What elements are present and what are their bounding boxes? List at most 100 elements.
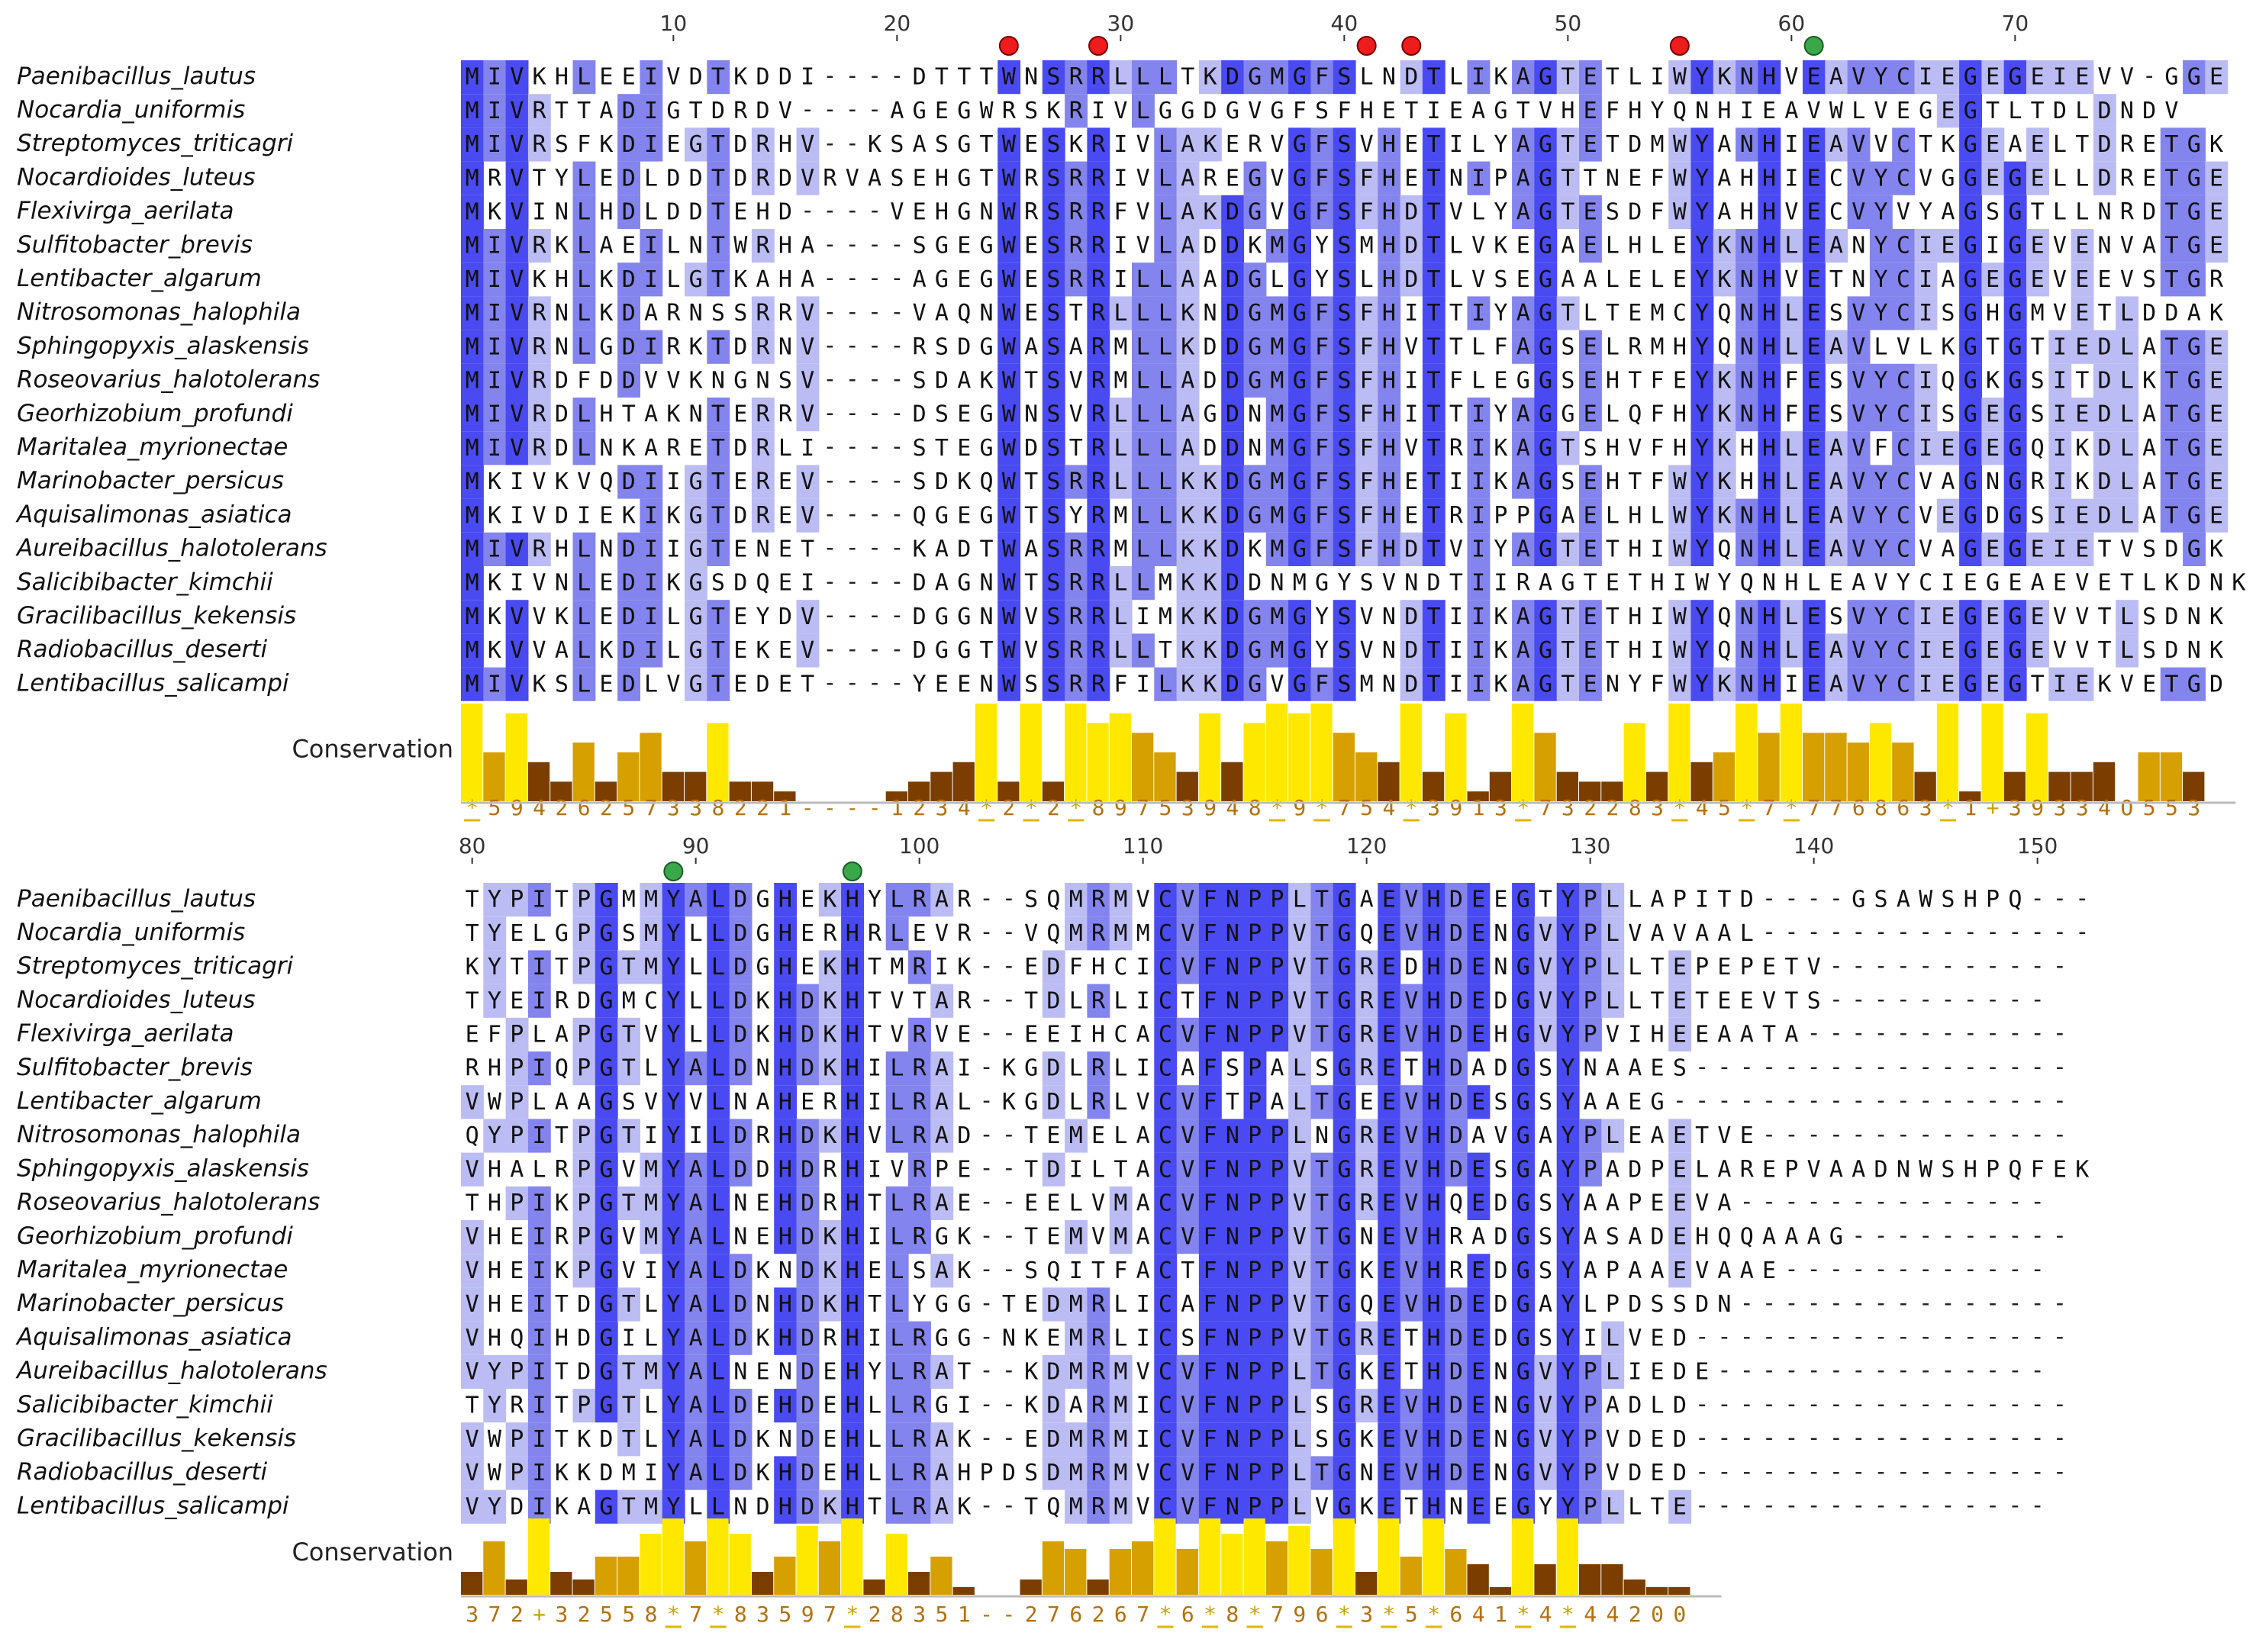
sequence-name[interactable]: Sulfitobacter_brevis (17, 1054, 253, 1081)
residue: V (1919, 469, 1932, 495)
sequence-name[interactable]: Streptomyces_triticagri (17, 130, 294, 157)
green-site-marker[interactable] (1803, 36, 1824, 56)
residue: S (1046, 233, 1060, 259)
residue: M (1113, 333, 1127, 360)
residue: E (1628, 1122, 1642, 1149)
residue: P (1248, 920, 1262, 947)
residue: A (1717, 131, 1731, 158)
green-site-marker[interactable] (842, 861, 862, 881)
residue: I (644, 98, 658, 124)
residue: S (1874, 887, 1888, 913)
red-site-marker[interactable] (998, 36, 1019, 56)
residue: I (644, 502, 658, 529)
residue: A (689, 1190, 703, 1217)
residue: Y (1561, 1055, 1574, 1082)
green-site-marker[interactable] (663, 861, 684, 881)
residue: G (1539, 165, 1552, 192)
sequence-name[interactable]: Lentibacillus_salicampi (17, 669, 289, 697)
sequence-name[interactable]: Paenibacillus_lautus (17, 63, 256, 90)
residue: M (1270, 536, 1284, 563)
conservation-bar (1936, 704, 1959, 801)
residue: D (1046, 1156, 1060, 1183)
sequence-name[interactable]: Marinobacter_persicus (17, 1290, 284, 1317)
gap: - (868, 63, 881, 89)
residue: A (1516, 131, 1530, 158)
residue: Y (666, 1426, 680, 1453)
sequence-name[interactable]: Gracilibacillus_kekensis (17, 602, 296, 630)
residue: D (1226, 502, 1239, 529)
residue: D (1695, 1291, 1709, 1318)
residue-shade (461, 229, 484, 263)
residue: N (980, 199, 994, 226)
gap: - (1002, 1020, 1016, 1047)
sequence-name[interactable]: Georhizobium_profundi (17, 400, 293, 427)
residue: A (1606, 1393, 1619, 1419)
sequence-name[interactable]: Radiobacillus_deserti (17, 636, 268, 663)
sequence-name[interactable]: Roseovarius_halotolerans (17, 1189, 320, 1216)
sequence-name[interactable]: Nocardia_uniformis (17, 96, 245, 124)
sequence-name[interactable]: Lentibacter_algarum (17, 265, 262, 292)
gap: - (1762, 1493, 1776, 1519)
residue: L (890, 1291, 904, 1318)
residue: A (644, 300, 658, 327)
residue: N (733, 1359, 747, 1386)
sequence-name[interactable]: Salicibibacter_kimchii (17, 568, 273, 596)
red-site-marker[interactable] (1669, 36, 1690, 56)
sequence-name[interactable]: Nitrosomonas_halophila (17, 1121, 301, 1148)
residue: T (1427, 300, 1441, 327)
residue: D (733, 920, 747, 947)
red-site-marker[interactable] (1088, 36, 1109, 56)
sequence-name[interactable]: Roseovarius_halotolerans (17, 366, 320, 394)
sequence-name[interactable]: Flexivirga_aerilata (17, 1020, 234, 1048)
residue: P (577, 920, 591, 947)
residue: V (1695, 1190, 1709, 1217)
sequence-name[interactable]: Lentibacillus_salicampi (17, 1492, 289, 1519)
sequence-name[interactable]: Maritalea_myrionectae (17, 433, 288, 461)
residue: D (801, 1022, 814, 1048)
conservation-score: 7 (1830, 795, 1843, 820)
sequence-name[interactable]: Radiobacillus_deserti (17, 1458, 268, 1486)
sequence-name[interactable]: Sulfitobacter_brevis (17, 231, 253, 259)
sequence-name[interactable]: Lentibacter_algarum (17, 1087, 262, 1115)
residue: F (1204, 920, 1217, 947)
sequence-name[interactable]: Nitrosomonas_halophila (17, 298, 301, 326)
residue: N (1897, 1156, 1910, 1183)
residue: D (622, 98, 636, 124)
sequence-name[interactable]: Nocardioides_luteus (17, 986, 256, 1013)
sequence-name[interactable]: Flexivirga_aerilata (17, 198, 234, 225)
sequence-name[interactable]: Aquisalimonas_asiatica (15, 1323, 292, 1351)
residue: H (1427, 1224, 1441, 1251)
sequence-name[interactable]: Paenibacillus_lautus (17, 885, 256, 913)
red-site-marker[interactable] (1356, 36, 1377, 56)
sequence-name[interactable]: Salicibibacter_kimchii (17, 1391, 273, 1419)
residue: C (1829, 165, 1843, 192)
sequence-name[interactable]: Aquisalimonas_asiatica (15, 501, 292, 528)
residue: T (1024, 1493, 1038, 1520)
sequence-name[interactable]: Nocardioides_luteus (17, 163, 256, 191)
residue: G (1852, 887, 1865, 913)
sequence-name[interactable]: Georhizobium_profundi (17, 1222, 293, 1250)
residue: I (1651, 536, 1665, 563)
sequence-name[interactable]: Marinobacter_persicus (17, 467, 284, 494)
residue: A (935, 536, 949, 563)
sequence-name[interactable]: Gracilibacillus_kekensis (17, 1425, 296, 1452)
residue-shade (1556, 195, 1580, 229)
sequence-name[interactable]: Sphingopyxis_alaskensis (17, 1154, 309, 1182)
residue: I (2053, 333, 2067, 360)
residue: K (488, 469, 501, 495)
red-site-marker[interactable] (1401, 36, 1422, 56)
sequence-name[interactable]: Sphingopyxis_alaskensis (17, 332, 309, 359)
sequence-name[interactable]: Nocardia_uniformis (17, 919, 245, 946)
residue: S (1941, 1156, 1955, 1183)
sequence-name[interactable]: Aureibacillus_halotolerans (15, 1357, 327, 1385)
residue: D (756, 671, 770, 697)
sequence-name[interactable]: Maritalea_myrionectae (17, 1256, 288, 1283)
sequence-name[interactable]: Streptomyces_triticagri (17, 952, 294, 980)
residue: A (2142, 435, 2156, 462)
residue-shade (572, 229, 596, 263)
residue-shade (2093, 127, 2116, 162)
gap: - (1829, 885, 1843, 912)
sequence-name[interactable]: Aureibacillus_halotolerans (15, 535, 327, 562)
residue: L (1136, 401, 1150, 428)
residue: A (1628, 1258, 1642, 1284)
